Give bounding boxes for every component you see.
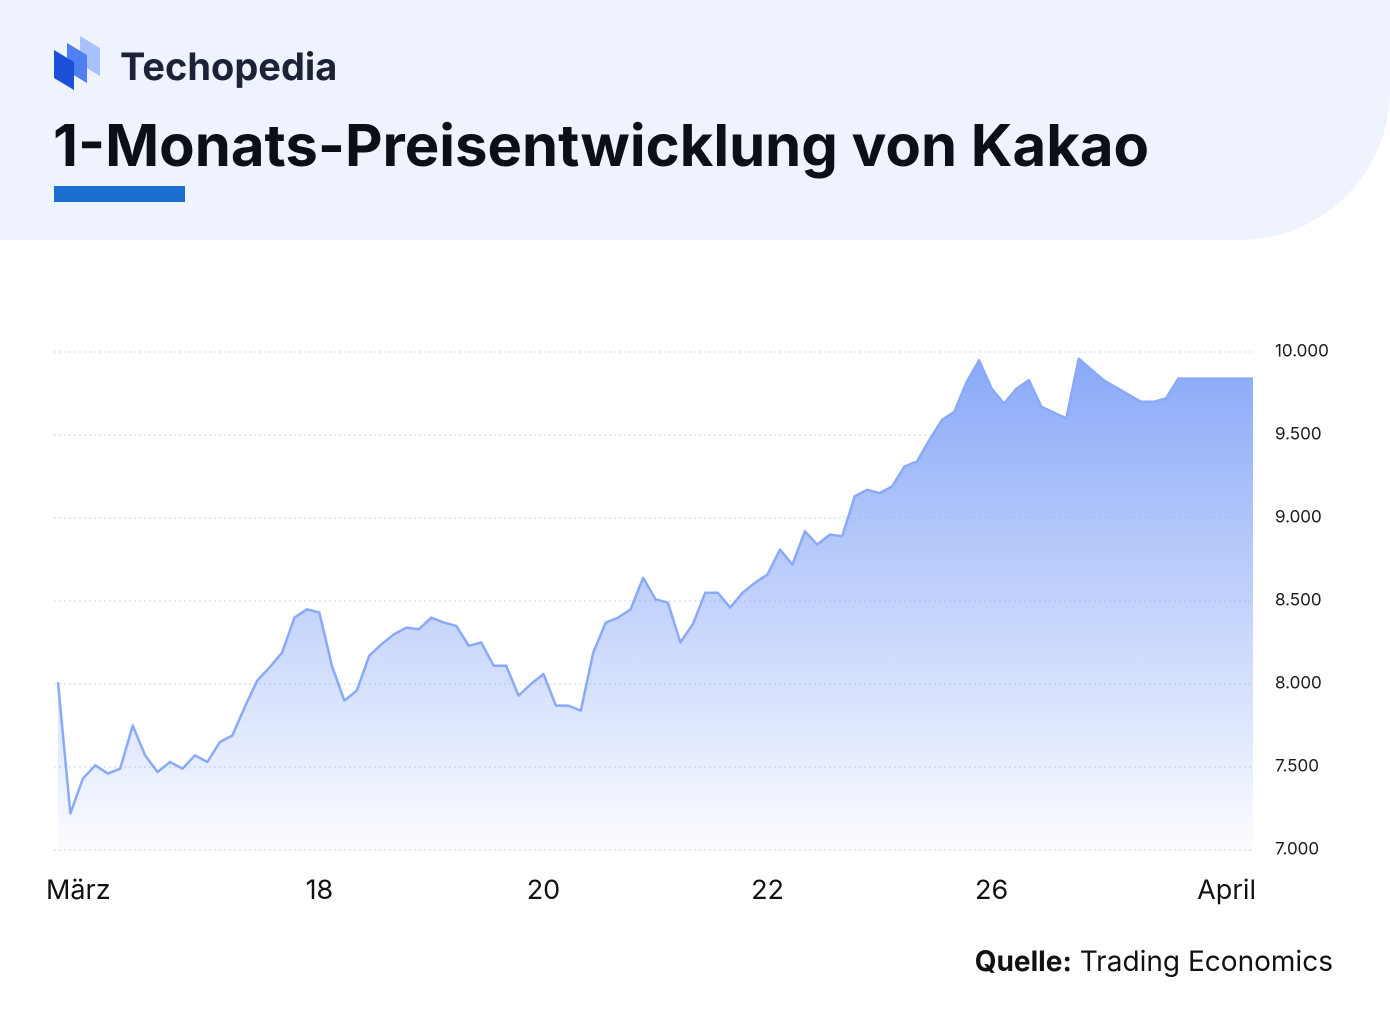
y-tick-label: 10.000 [1275,342,1329,362]
x-tick-label: April [1197,873,1256,906]
x-tick-label: 22 [751,873,784,906]
price-line [56,357,1253,815]
source-name: Trading Economics [1080,944,1333,978]
x-tick-label: 20 [527,873,561,906]
y-tick-label: 9.000 [1275,508,1322,528]
source-label: Quelle: [975,944,1072,978]
area-fill [58,358,1253,850]
title-underline [54,186,185,202]
y-tick-label: 7.000 [1275,840,1319,860]
header-background [0,0,1390,240]
logo [54,36,100,90]
source: Quelle: Trading Economics [975,944,1333,978]
x-tick-label: 26 [975,873,1008,906]
chart-title: 1-Monats-Preisentwicklung von Kakao [53,110,1149,180]
brand-name: Techopedia [120,44,337,90]
x-tick-label: 18 [306,873,334,906]
y-tick-label: 8.500 [1275,591,1322,611]
y-tick-label: 8.000 [1275,674,1322,694]
x-tick-label: März [46,873,111,906]
y-tick-label: 9.500 [1275,425,1322,445]
plot: 7.000 7.500 8.000 8.500 9.000 9.500 10.000 März… [46,342,1329,906]
y-tick-label: 7.500 [1275,757,1319,777]
